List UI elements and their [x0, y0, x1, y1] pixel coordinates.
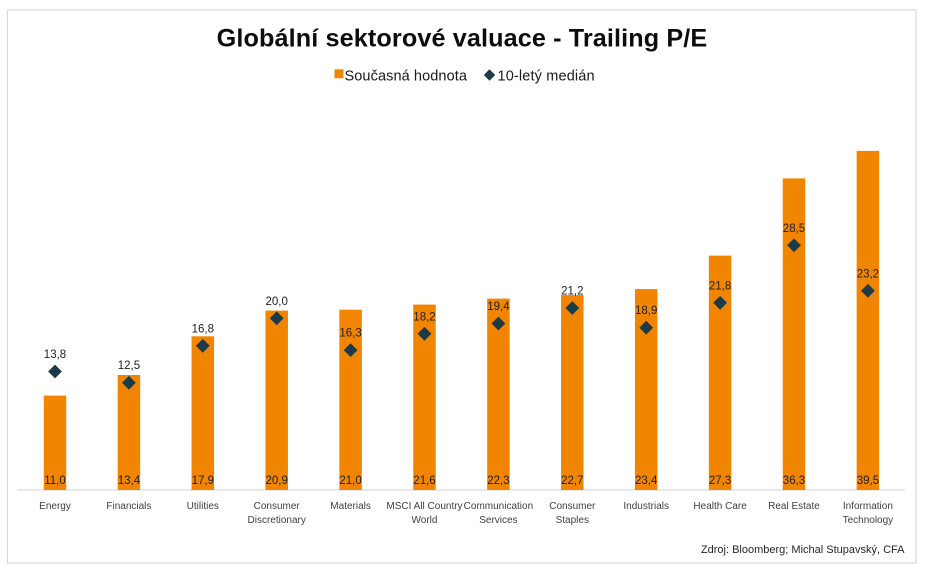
svg-text:28,5: 28,5 [783, 223, 805, 235]
svg-text:19,4: 19,4 [487, 301, 510, 313]
svg-text:Discretionary: Discretionary [248, 515, 306, 526]
svg-text:Consumer: Consumer [549, 501, 596, 512]
svg-text:Globální sektorové valuace - T: Globální sektorové valuace - Trailing P/… [217, 25, 708, 53]
svg-text:21,2: 21,2 [561, 286, 583, 298]
svg-text:11,0: 11,0 [44, 475, 66, 487]
svg-text:18,2: 18,2 [413, 311, 435, 323]
svg-text:21,0: 21,0 [339, 475, 361, 487]
svg-text:17,9: 17,9 [192, 475, 214, 487]
svg-text:Consumer: Consumer [254, 501, 301, 512]
svg-text:12,5: 12,5 [118, 360, 140, 372]
svg-text:Energy: Energy [39, 501, 71, 512]
svg-text:27,3: 27,3 [709, 475, 731, 487]
svg-text:Technology: Technology [843, 515, 894, 526]
svg-text:Utilities: Utilities [187, 501, 219, 512]
svg-text:Information: Information [843, 501, 893, 512]
svg-text:22,7: 22,7 [561, 475, 583, 487]
svg-text:World: World [412, 515, 438, 526]
svg-text:36,3: 36,3 [783, 475, 805, 487]
svg-text:Současná hodnota: Současná hodnota [345, 68, 468, 84]
svg-text:Zdroj: Bloomberg; Michal Stupa: Zdroj: Bloomberg; Michal Stupavský, CFA [701, 544, 905, 556]
svg-text:22,3: 22,3 [487, 475, 509, 487]
svg-text:Health Care: Health Care [693, 501, 747, 512]
svg-text:21,8: 21,8 [709, 280, 731, 292]
svg-text:16,8: 16,8 [192, 323, 214, 335]
svg-text:39,5: 39,5 [857, 475, 879, 487]
svg-text:Staples: Staples [556, 515, 589, 526]
svg-text:Communication: Communication [464, 501, 533, 512]
svg-text:Materials: Materials [330, 501, 371, 512]
svg-text:10-letý medián: 10-letý medián [498, 68, 595, 84]
svg-text:20,0: 20,0 [266, 296, 288, 308]
svg-text:20,9: 20,9 [266, 475, 288, 487]
svg-text:Real Estate: Real Estate [768, 501, 820, 512]
svg-text:23,4: 23,4 [635, 475, 658, 487]
svg-text:13,8: 13,8 [44, 349, 66, 361]
svg-text:16,3: 16,3 [339, 328, 361, 340]
svg-text:Services: Services [479, 515, 517, 526]
svg-text:Industrials: Industrials [623, 501, 669, 512]
svg-text:Financials: Financials [106, 501, 151, 512]
svg-text:23,2: 23,2 [857, 268, 879, 280]
svg-text:18,9: 18,9 [635, 305, 657, 317]
svg-text:MSCI All Country: MSCI All Country [386, 501, 462, 512]
svg-text:13,4: 13,4 [118, 475, 141, 487]
svg-text:21,6: 21,6 [413, 475, 435, 487]
